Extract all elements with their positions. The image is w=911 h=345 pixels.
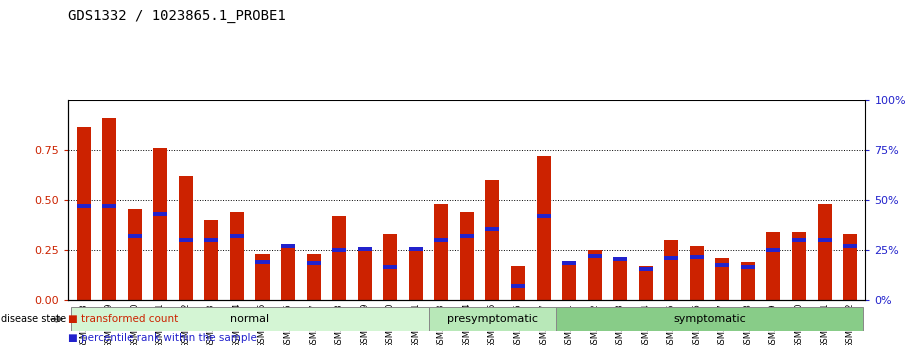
- Bar: [71, 307, 428, 331]
- Bar: [639, 267, 653, 271]
- Bar: [664, 256, 679, 260]
- Text: symptomatic: symptomatic: [673, 314, 746, 324]
- Bar: [153, 212, 168, 216]
- Bar: [690, 255, 704, 259]
- Bar: [409, 247, 423, 251]
- Bar: [230, 212, 244, 300]
- Bar: [817, 204, 832, 300]
- Text: normal: normal: [230, 314, 270, 324]
- Bar: [613, 258, 627, 300]
- Bar: [384, 234, 397, 300]
- Text: GDS1332 / 1023865.1_PROBE1: GDS1332 / 1023865.1_PROBE1: [68, 9, 286, 23]
- Bar: [77, 204, 91, 208]
- Bar: [792, 238, 806, 242]
- Bar: [281, 244, 295, 248]
- Bar: [428, 307, 557, 331]
- Bar: [128, 234, 142, 238]
- Bar: [358, 247, 372, 251]
- Bar: [307, 261, 321, 265]
- Bar: [511, 266, 525, 300]
- Bar: [255, 260, 270, 264]
- Bar: [690, 246, 704, 300]
- Bar: [102, 204, 117, 208]
- Bar: [715, 258, 730, 300]
- Bar: [179, 238, 193, 242]
- Bar: [741, 262, 755, 300]
- Bar: [766, 248, 781, 252]
- Bar: [486, 180, 499, 300]
- Bar: [588, 250, 601, 300]
- Bar: [511, 284, 525, 288]
- Bar: [562, 261, 576, 265]
- Bar: [741, 265, 755, 269]
- Bar: [460, 234, 474, 238]
- Bar: [358, 247, 372, 300]
- Bar: [409, 249, 423, 300]
- Text: ■ transformed count: ■ transformed count: [68, 314, 179, 324]
- Text: presymptomatic: presymptomatic: [447, 314, 537, 324]
- Bar: [230, 234, 244, 238]
- Bar: [204, 220, 219, 300]
- Bar: [333, 216, 346, 300]
- Bar: [664, 240, 679, 300]
- Bar: [537, 156, 550, 300]
- Bar: [128, 209, 142, 300]
- Bar: [204, 238, 219, 242]
- Bar: [792, 232, 806, 300]
- Bar: [102, 118, 117, 300]
- Bar: [333, 248, 346, 252]
- Bar: [537, 214, 550, 218]
- Bar: [384, 265, 397, 269]
- Bar: [153, 148, 168, 300]
- Bar: [639, 266, 653, 300]
- Bar: [486, 227, 499, 231]
- Bar: [435, 204, 448, 300]
- Bar: [843, 244, 857, 248]
- Bar: [557, 307, 863, 331]
- Text: ■ percentile rank within the sample: ■ percentile rank within the sample: [68, 333, 257, 343]
- Bar: [307, 254, 321, 300]
- Bar: [613, 257, 627, 261]
- Bar: [281, 246, 295, 300]
- Bar: [562, 262, 576, 300]
- Bar: [715, 263, 730, 267]
- Bar: [460, 212, 474, 300]
- Bar: [817, 238, 832, 242]
- Bar: [77, 127, 91, 300]
- Bar: [435, 238, 448, 242]
- Bar: [179, 176, 193, 300]
- Text: disease state: disease state: [1, 314, 66, 324]
- Bar: [843, 234, 857, 300]
- Bar: [588, 254, 601, 258]
- Bar: [766, 232, 781, 300]
- Bar: [255, 254, 270, 300]
